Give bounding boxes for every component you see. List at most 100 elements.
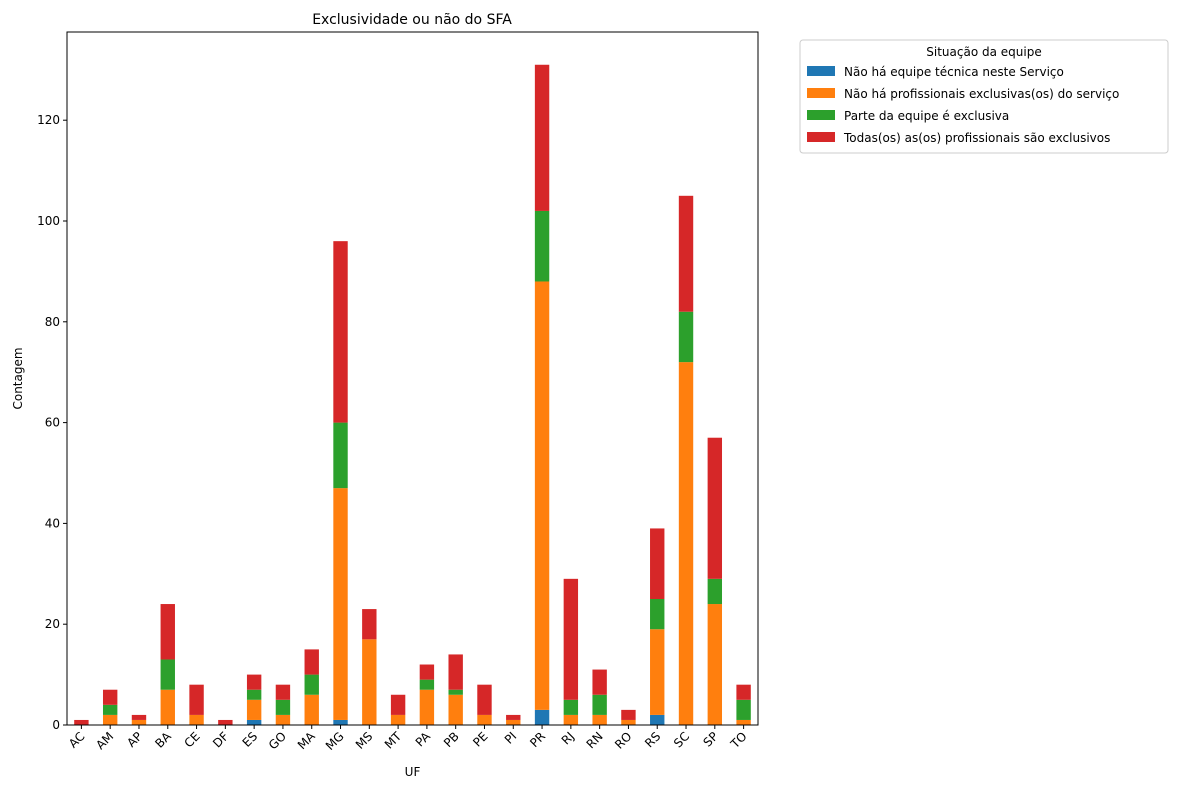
bars-group [74, 64, 751, 725]
y-tick-label: 120 [37, 113, 60, 127]
x-tick-label: SC [671, 729, 692, 750]
bar-MA-series-2 [304, 694, 319, 725]
bar-TO-series-2 [736, 719, 751, 725]
chart-title: Exclusividade ou não do SFA [312, 12, 512, 28]
bar-DF-series-4 [218, 719, 233, 725]
bar-PB-series-4 [448, 654, 463, 690]
legend-swatch [807, 66, 835, 76]
bar-ES-series-3 [246, 689, 262, 700]
x-tick-label: GO [266, 729, 289, 752]
bar-MS-series-2 [362, 639, 377, 725]
bar-PE-series-2 [477, 714, 492, 725]
bar-RN-series-2 [592, 714, 607, 725]
legend-swatch [807, 132, 835, 142]
bar-MA-series-4 [304, 649, 319, 675]
bar-CE-series-2 [189, 714, 204, 725]
x-tick-label: AP [124, 729, 145, 750]
x-tick-label: PB [441, 729, 462, 750]
bar-PR-series-4 [534, 64, 550, 211]
legend-swatch [807, 88, 835, 98]
bar-MG-series-1 [333, 719, 348, 725]
bar-SC-series-4 [678, 195, 694, 312]
plot-frame [66, 31, 759, 726]
x-tick-label: MA [295, 729, 319, 753]
bar-RJ-series-4 [563, 578, 579, 700]
legend-entry-label: Não há profissionais exclusivas(os) do s… [844, 87, 1119, 101]
bar-SC-series-2 [678, 362, 694, 725]
bar-RJ-series-2 [563, 714, 579, 725]
x-tick-label: RO [612, 729, 634, 751]
bar-RS-series-3 [650, 599, 665, 630]
y-axis: 0 20 40 60 80 100 120 [37, 113, 67, 732]
x-tick-label: RS [642, 729, 663, 750]
x-tick-label: MS [353, 729, 376, 752]
bar-PA-series-2 [419, 689, 435, 725]
bar-RO-series-2 [621, 719, 636, 725]
legend-entry-label: Parte da equipe é exclusiva [844, 109, 1009, 123]
y-tick-label: 0 [52, 718, 60, 732]
x-tick-label: PA [413, 729, 434, 750]
bar-MT-series-4 [390, 694, 406, 715]
y-tick-label: 80 [45, 315, 60, 329]
bar-SC-series-3 [678, 311, 694, 363]
bar-RN-series-4 [592, 669, 607, 695]
bar-PR-series-2 [534, 281, 550, 710]
legend-entry-label: Não há equipe técnica neste Serviço [844, 65, 1064, 79]
y-axis-label: Contagem [11, 347, 25, 409]
x-tick-label: SP [701, 729, 721, 749]
bar-GO-series-2 [275, 714, 291, 725]
bar-ES-series-2 [246, 699, 262, 720]
bar-RS-series-1 [650, 714, 665, 725]
x-axis: AC AM AP BA CE DF ES GO MA MG MS MT PA PB PE PI PR RJ RN RO… [66, 725, 750, 753]
bar-GO-series-3 [275, 699, 291, 715]
x-tick-label: ES [240, 729, 261, 750]
bar-MS-series-4 [362, 609, 377, 640]
bar-RS-series-4 [650, 528, 665, 599]
bar-ES-series-4 [246, 674, 262, 690]
y-tick-label: 20 [45, 617, 60, 631]
bar-MG-series-4 [333, 241, 348, 423]
y-tick-label: 100 [37, 214, 60, 228]
bar-AP-series-4 [131, 714, 147, 720]
bar-MG-series-3 [333, 422, 348, 489]
bar-AC-series-4 [74, 719, 89, 725]
legend-entry-label: Todas(os) as(os) profissionais são exclu… [843, 131, 1110, 145]
x-tick-label: PE [470, 729, 490, 749]
bar-SP-series-4 [707, 437, 723, 579]
bar-PR-series-1 [534, 709, 550, 725]
bar-RO-series-4 [621, 709, 636, 720]
legend-box [799, 39, 1169, 154]
x-tick-label: MT [382, 729, 405, 752]
bar-ES-series-1 [246, 719, 262, 725]
bar-BA-series-4 [160, 604, 175, 660]
x-tick-label: DF [210, 729, 231, 750]
bar-AP-series-2 [131, 719, 147, 725]
x-tick-label: RN [584, 729, 606, 751]
y-tick-label: 40 [45, 516, 60, 530]
bar-TO-series-4 [736, 684, 751, 700]
bar-CE-series-4 [189, 684, 204, 715]
bar-PA-series-3 [419, 679, 435, 690]
bar-MG-series-2 [333, 488, 348, 720]
bar-TO-series-3 [736, 699, 751, 720]
bar-RN-series-3 [592, 694, 607, 715]
bar-PR-series-3 [534, 210, 550, 282]
bar-RJ-series-3 [563, 699, 579, 715]
bar-AM-series-3 [102, 704, 118, 715]
bar-PA-series-4 [419, 664, 435, 680]
x-tick-label: CE [181, 729, 202, 750]
bar-AM-series-2 [102, 714, 118, 725]
x-tick-label: PR [527, 729, 548, 750]
legend: Situação da equipe Não há equipe técnica … [799, 39, 1169, 154]
legend-title: Situação da equipe [926, 45, 1041, 59]
bar-PI-series-2 [506, 719, 521, 725]
legend-swatch [807, 110, 835, 120]
bar-MT-series-2 [390, 714, 406, 725]
x-axis-label: UF [405, 765, 421, 779]
bar-AM-series-4 [102, 689, 118, 705]
bar-BA-series-3 [160, 659, 175, 690]
bar-SP-series-2 [707, 604, 723, 725]
x-tick-label: AM [93, 729, 116, 752]
bar-BA-series-2 [160, 689, 175, 725]
x-tick-label: TO [727, 729, 749, 751]
